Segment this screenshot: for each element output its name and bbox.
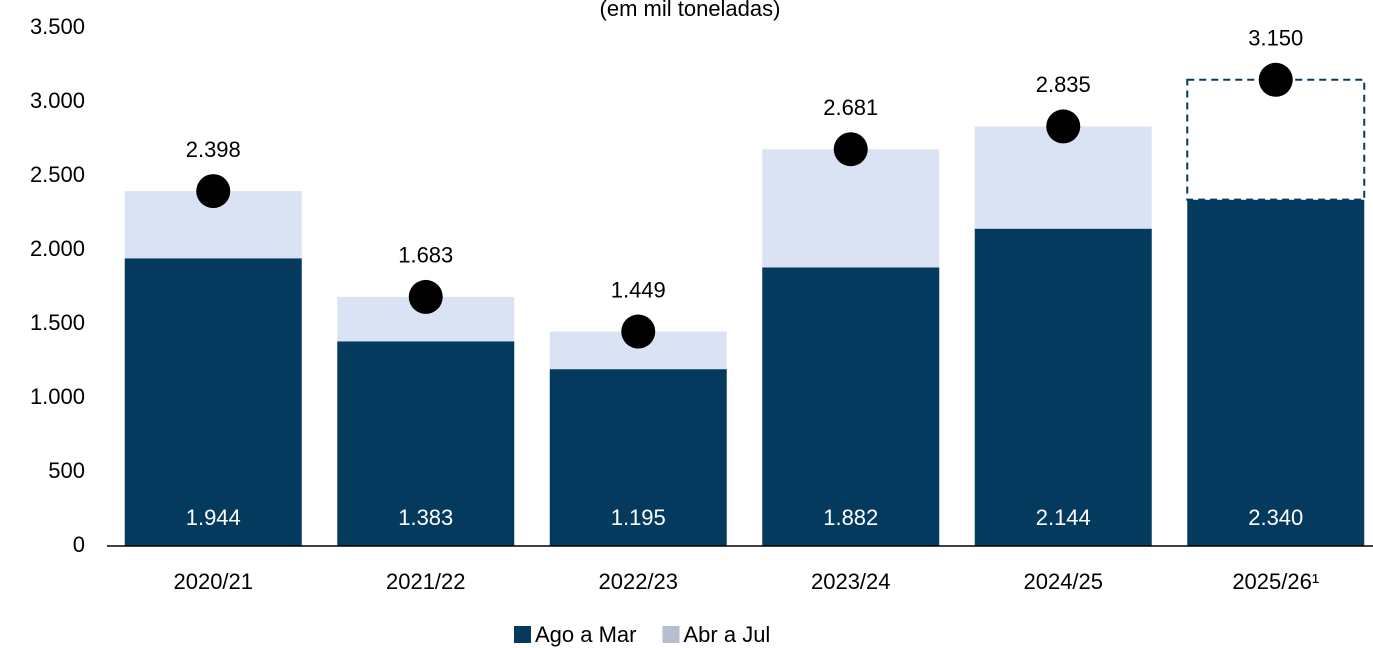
bar-value-label: 1.944 [186, 505, 241, 530]
legend-label: Ago a Mar [535, 622, 637, 647]
legend-label: Abr a Jul [684, 622, 771, 647]
y-tick-label: 3.500 [30, 14, 85, 39]
y-tick-label: 2.000 [30, 236, 85, 261]
bar-segment [762, 267, 940, 546]
total-label: 1.683 [398, 243, 453, 268]
total-label: 2.835 [1036, 72, 1091, 97]
total-dot [621, 314, 656, 349]
bar-segment [1187, 199, 1365, 546]
bar-segment [974, 126, 1152, 229]
total-label: 1.449 [611, 277, 666, 302]
x-tick-label: 2021/22 [386, 569, 466, 594]
bar-segment [762, 149, 940, 268]
y-tick-label: 2.500 [30, 162, 85, 187]
legend-swatch [514, 626, 531, 643]
total-label: 2.681 [823, 95, 878, 120]
total-label: 3.150 [1248, 26, 1303, 51]
bar-value-label: 2.340 [1248, 505, 1303, 530]
x-tick-label: 2022/23 [598, 569, 678, 594]
bar-value-label: 1.882 [823, 505, 878, 530]
total-dot [408, 279, 443, 314]
bar-segment [124, 258, 302, 546]
x-tick-label: 2024/25 [1023, 569, 1103, 594]
x-tick-label: 2025/26¹ [1232, 569, 1319, 594]
bar-segment [549, 369, 727, 546]
bar-segment [1186, 78, 1366, 201]
y-tick-label: 1.000 [30, 384, 85, 409]
bar-segment [974, 228, 1152, 547]
total-dot [196, 174, 231, 209]
total-dot [1258, 62, 1293, 97]
bar-value-label: 2.144 [1036, 505, 1091, 530]
y-tick-label: 3.000 [30, 88, 85, 113]
legend-swatch [662, 626, 680, 643]
bar-value-label: 1.383 [398, 505, 453, 530]
y-tick-label: 0 [73, 532, 85, 557]
chart-subtitle: (em mil toneladas) [600, 0, 781, 21]
x-tick-label: 2023/24 [811, 569, 891, 594]
y-tick-label: 500 [48, 458, 85, 483]
total-label: 2.398 [186, 137, 241, 162]
y-tick-label: 1.500 [30, 310, 85, 335]
bar-segment [337, 341, 515, 546]
x-tick-label: 2020/21 [173, 569, 253, 594]
total-dot [833, 132, 868, 167]
total-dot [1046, 109, 1081, 144]
bar-value-label: 1.195 [611, 505, 666, 530]
